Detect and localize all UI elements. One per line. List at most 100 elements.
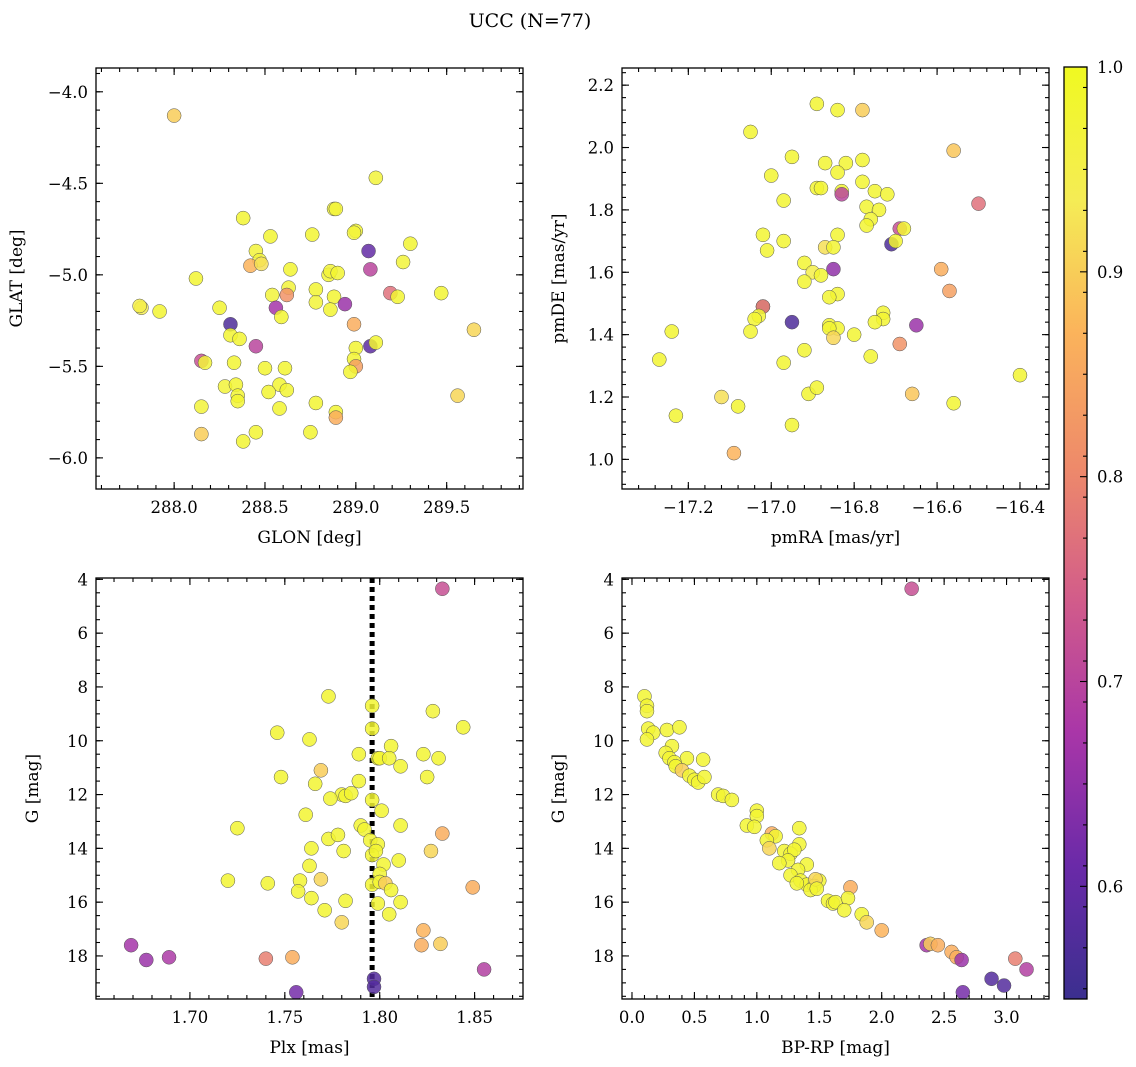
data-point	[836, 902, 852, 918]
plot-area	[652, 96, 1028, 461]
y-tick-label: 14	[67, 839, 88, 858]
data-point	[726, 445, 742, 461]
data-point	[863, 349, 878, 364]
data-point	[212, 300, 227, 316]
data-point	[724, 792, 740, 808]
data-point	[433, 285, 449, 301]
y-tick-label: 4	[78, 570, 89, 589]
data-point	[383, 882, 399, 898]
data-point	[346, 225, 362, 240]
data-point	[303, 425, 318, 440]
data-point	[230, 393, 245, 409]
data-point	[830, 227, 845, 243]
data-point	[871, 202, 887, 218]
colorbar-gradient	[1064, 67, 1087, 999]
y-axis-label: pmDE [mas/yr]	[549, 213, 569, 343]
colorbar: 0.6 0.7 0.8 0.9 1.0	[1063, 58, 1123, 1000]
y-axis-label: G [mag]	[549, 754, 569, 823]
data-point	[776, 355, 791, 370]
x-axis-label: pmRA [mas/yr]	[771, 528, 900, 548]
colorbar-tick-label: 0.8	[1097, 468, 1123, 487]
x-tick-label: 1.80	[361, 1008, 398, 1027]
y-tick-label: 8	[78, 678, 89, 697]
data-point	[763, 168, 779, 183]
data-point	[797, 274, 812, 289]
x-tick-label: 1.85	[456, 1008, 493, 1027]
data-point	[787, 842, 802, 857]
plot-area	[637, 581, 1034, 999]
data-point	[364, 792, 380, 808]
plot-area	[123, 578, 492, 999]
data-point	[194, 426, 209, 442]
data-point	[351, 746, 367, 762]
data-point	[302, 858, 317, 874]
data-point	[304, 841, 319, 856]
data-point	[304, 890, 319, 906]
data-point	[433, 936, 448, 952]
data-point	[197, 355, 213, 370]
y-tick-label: 10	[593, 732, 614, 751]
y-tick-label: 18	[67, 947, 88, 966]
data-point	[792, 820, 807, 836]
data-point	[364, 698, 380, 714]
data-point	[743, 124, 758, 140]
data-point	[880, 187, 895, 202]
data-point	[414, 937, 429, 953]
data-point	[308, 282, 324, 297]
data-point	[258, 951, 274, 966]
data-point	[279, 382, 295, 398]
y-tick-label: 1.4	[588, 326, 614, 345]
x-tick-label: −16.8	[829, 498, 880, 517]
data-point	[826, 261, 841, 277]
data-point	[323, 302, 338, 317]
data-point	[1008, 951, 1023, 966]
data-point	[465, 880, 480, 895]
data-point	[904, 581, 919, 597]
data-point	[272, 401, 287, 416]
data-point	[874, 923, 889, 938]
data-point	[659, 722, 675, 738]
y-tick-label: 16	[593, 893, 614, 912]
data-point	[822, 289, 837, 305]
y-tick-label: 1.6	[588, 263, 614, 282]
data-point	[476, 962, 492, 977]
data-point	[776, 233, 791, 249]
y-axis-label: G [mag]	[23, 754, 43, 823]
y-tick-label: −4.5	[48, 174, 88, 193]
data-point	[423, 843, 439, 859]
y-tick-label: −5.0	[48, 266, 88, 285]
data-point	[652, 352, 667, 367]
data-point	[304, 227, 320, 242]
data-point	[161, 950, 177, 965]
data-point	[338, 893, 353, 909]
data-point	[697, 769, 712, 785]
data-point	[930, 937, 946, 953]
data-point	[904, 386, 920, 402]
x-tick-label: 3.0	[993, 1008, 1019, 1027]
data-point	[772, 855, 787, 871]
data-point	[946, 395, 961, 411]
data-point	[248, 338, 264, 354]
y-tick-label: 8	[604, 678, 615, 697]
data-point	[188, 271, 204, 286]
data-point	[797, 342, 812, 358]
y-tick-label: 12	[593, 786, 614, 805]
data-point	[283, 262, 298, 277]
data-point	[416, 923, 431, 938]
data-point	[1012, 367, 1028, 383]
data-point	[933, 261, 949, 277]
data-point	[859, 218, 874, 233]
x-tick-label: 1.75	[266, 1008, 303, 1027]
data-point	[288, 985, 304, 999]
x-axis-label: BP-RP [mag]	[781, 1038, 890, 1058]
data-point	[235, 434, 251, 449]
data-point	[263, 229, 278, 244]
data-point	[830, 165, 845, 180]
data-point	[257, 360, 273, 376]
data-point	[393, 759, 408, 774]
y-tick-label: 18	[593, 947, 614, 966]
data-point	[892, 336, 908, 352]
data-point	[809, 96, 825, 112]
data-point	[714, 389, 729, 405]
x-tick-label: −16.4	[995, 498, 1046, 517]
